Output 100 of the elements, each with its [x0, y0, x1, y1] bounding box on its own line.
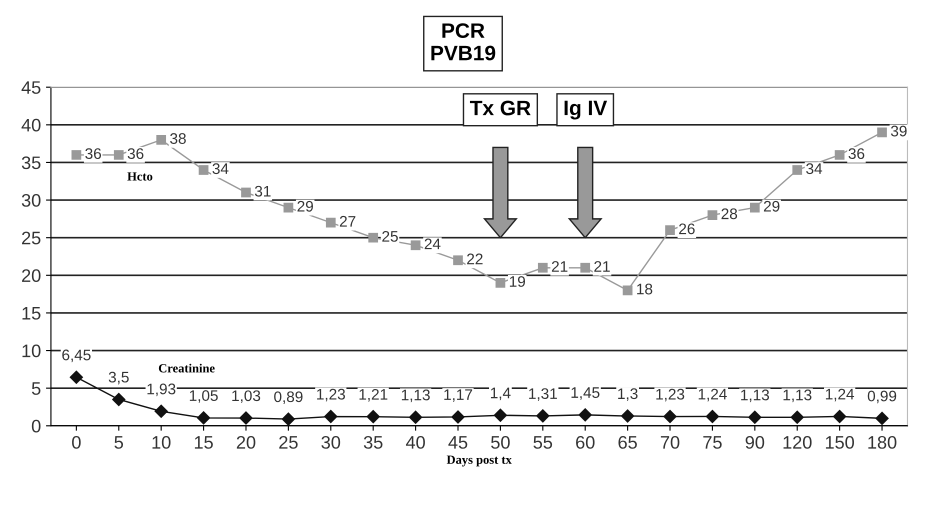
x-axis-title: Days post tx	[446, 456, 512, 466]
x-tick-label: 10	[152, 436, 171, 449]
data-label: 25	[382, 230, 398, 242]
data-label: 36	[848, 148, 864, 160]
y-tick-label: 0	[32, 420, 40, 433]
x-tick-label: 50	[491, 436, 510, 449]
data-label: 29	[764, 200, 780, 212]
point	[750, 202, 760, 212]
data-label: 19	[510, 276, 526, 287]
point	[366, 410, 380, 424]
point	[239, 411, 253, 425]
point	[494, 408, 507, 422]
data-label: 0,99	[868, 390, 896, 404]
data-label: 1,13	[741, 390, 770, 402]
annotation: Ig IV	[564, 100, 608, 120]
x-tick-label: 5	[114, 436, 124, 449]
data-label: 28	[722, 208, 738, 220]
data-label: 21	[594, 261, 610, 272]
x-tick-label: 15	[194, 436, 213, 449]
y-tick-label: 10	[22, 344, 41, 358]
data-label: 21	[552, 261, 568, 272]
x-tick-label: 0	[72, 436, 81, 449]
data-label: 0,89	[274, 391, 303, 404]
x-tick-label: 55	[533, 436, 552, 449]
data-label: 24	[424, 238, 440, 250]
x-tick-label: 150	[826, 436, 854, 449]
point	[451, 410, 465, 424]
x-tick-label: 20	[236, 436, 256, 449]
point	[621, 409, 634, 423]
point	[112, 392, 126, 406]
data-label: 1,23	[317, 388, 345, 402]
point	[834, 150, 844, 160]
data-label: 34	[806, 163, 822, 174]
x-tick-label: 180	[868, 436, 896, 449]
point	[663, 410, 677, 424]
point	[196, 411, 210, 424]
point	[284, 202, 294, 212]
point	[72, 150, 82, 160]
data-label: 29	[297, 200, 313, 212]
x-tick-label: 120	[784, 436, 812, 449]
y-tick-label: 40	[22, 118, 41, 132]
x-tick-label: 65	[618, 436, 637, 449]
point	[114, 150, 124, 160]
data-label: 1,24	[698, 388, 727, 402]
point	[706, 410, 720, 424]
y-tick-label: 25	[22, 232, 40, 244]
y-tick-label: 45	[22, 81, 40, 94]
point	[708, 210, 718, 220]
chart-title: PCR PVB19	[431, 23, 496, 60]
x-tick-label: 75	[703, 436, 722, 449]
data-label: 1,17	[444, 389, 472, 402]
data-label: 1,3	[618, 388, 638, 401]
point	[410, 240, 420, 250]
x-tick-label: 35	[364, 436, 382, 449]
point	[154, 404, 168, 418]
point	[580, 262, 590, 273]
data-label: 38	[170, 133, 186, 144]
data-label: 34	[212, 163, 228, 174]
point	[538, 262, 548, 273]
point	[282, 412, 295, 426]
point	[368, 232, 378, 243]
point	[326, 218, 336, 228]
x-tick-label: 45	[448, 436, 468, 449]
point	[241, 188, 251, 198]
text: Creatinine	[158, 364, 215, 372]
series-label: Hcto	[127, 172, 152, 181]
data-label: 27	[340, 216, 356, 227]
point	[536, 409, 550, 423]
data-label: 1,13	[784, 390, 812, 402]
point	[156, 135, 166, 145]
annotation: Tx GR	[470, 100, 531, 116]
data-label: 1,13	[402, 390, 430, 402]
data-label: 1,03	[232, 390, 260, 403]
point	[665, 225, 675, 236]
point	[70, 370, 83, 384]
data-label: 1,4	[490, 388, 511, 400]
data-label: 18	[637, 284, 652, 294]
data-label: 1,23	[656, 388, 684, 402]
x-tick-label: 25	[279, 436, 298, 449]
point	[875, 412, 889, 425]
data-label: 1,05	[190, 390, 218, 403]
data-label: 26	[679, 223, 695, 234]
data-label: 3,5	[108, 372, 129, 384]
point	[877, 127, 887, 138]
data-label: 36	[128, 148, 144, 160]
data-label: 1,93	[147, 384, 176, 396]
data-label: 6,45	[62, 350, 91, 362]
point	[792, 165, 802, 175]
data-label: 22	[467, 254, 483, 264]
data-label: 1,45	[572, 387, 600, 400]
point	[409, 410, 422, 424]
point	[453, 255, 463, 266]
y-tick-label: 30	[22, 194, 41, 207]
data-label: 36	[85, 148, 102, 160]
point	[622, 285, 632, 296]
point	[198, 165, 208, 175]
y-tick-label: 5	[32, 382, 40, 395]
point	[496, 278, 506, 288]
point	[790, 410, 804, 424]
data-label: 1,24	[826, 388, 854, 402]
